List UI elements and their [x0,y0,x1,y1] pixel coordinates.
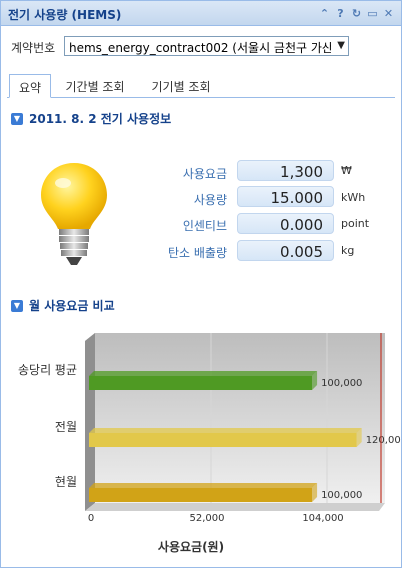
collapse-toggle-icon[interactable]: ▼ [11,299,23,312]
usage-value: 15.000 [237,186,334,207]
chart-bar-side [312,371,318,390]
chart-bar-top [89,428,362,433]
help-icon[interactable]: ? [337,7,344,20]
chart-bar-side [356,428,362,447]
y-category-label: 전월 [55,420,77,434]
chart-bar-top [89,483,318,488]
x-axis-label: 사용요금(원) [158,539,224,554]
contract-select-value: hems_energy_contract002 (서울시 금천구 가산... [69,41,331,55]
refresh-icon[interactable]: ↻ [351,7,362,20]
collapse-icon[interactable]: ⌃ [319,7,330,20]
chart-bar-top [89,371,318,376]
chart-data-label: 100,000 [321,378,362,389]
panel-tools: ⌃ ? ↻ ▭ ✕ [318,7,395,20]
x-tick-label: 104,000 [302,513,343,524]
contract-select[interactable]: hems_energy_contract002 (서울시 금천구 가산... ▼ [64,36,349,56]
y-category-label: 현월 [55,475,77,489]
panel-header: 전기 사용량 (HEMS) ⌃ ? ↻ ▭ ✕ [1,1,401,26]
usage-unit: kWh [341,191,366,204]
tab-summary[interactable]: 요약 [9,74,51,98]
chevron-down-icon[interactable]: ▼ [337,40,345,51]
carbon-unit: kg [341,244,355,257]
incentive-value: 0.000 [237,213,334,234]
chart-bar [89,376,313,390]
lightbulb-icon [41,163,107,265]
contract-row: 계약번호 hems_energy_contract002 (서울시 금천구 가산… [1,31,401,59]
usage-info-heading: 2011. 8. 2 전기 사용정보 [29,112,172,126]
chart-bar [89,433,357,447]
monthly-fee-chart: 100,000 120,000 100,000 0 52,000 104,000 송당리… [18,333,401,554]
panel-title: 전기 사용량 (HEMS) [8,8,122,22]
chart-floor [85,503,385,511]
compare-header[interactable]: ▼ 월 사용요금 비교 [11,297,115,314]
usage-label: 사용량 [193,193,227,207]
usage-info-header[interactable]: ▼ 2011. 8. 2 전기 사용정보 [11,110,171,127]
compare-heading: 월 사용요금 비교 [29,299,115,313]
carbon-value: 0.005 [237,240,334,261]
chart-data-label: 120,000 [366,435,401,446]
close-icon[interactable]: ✕ [383,7,394,20]
carbon-label: 탄소 배출량 [167,246,227,260]
chart-data-label: 100,000 [321,490,362,501]
x-tick-label: 0 [88,513,94,524]
tab-period[interactable]: 기간별 조회 [65,80,125,94]
chart-bar-side [312,483,318,502]
fee-unit: ₩ [341,164,352,177]
incentive-label: 인센티브 [182,219,227,233]
y-category-label: 송당리 평균 [18,363,77,377]
tab-bar: 요약 기간별 조회 기기별 조회 [7,74,395,98]
x-tick-label: 52,000 [190,513,225,524]
tab-device[interactable]: 기기별 조회 [151,80,211,94]
restore-icon[interactable]: ▭ [367,7,378,20]
fee-value: 1,300 [237,160,334,181]
collapse-toggle-icon[interactable]: ▼ [11,112,23,125]
contract-label: 계약번호 [11,41,56,55]
incentive-unit: point [341,217,370,230]
chart-bar [89,488,313,502]
fee-label: 사용요금 [182,167,227,181]
